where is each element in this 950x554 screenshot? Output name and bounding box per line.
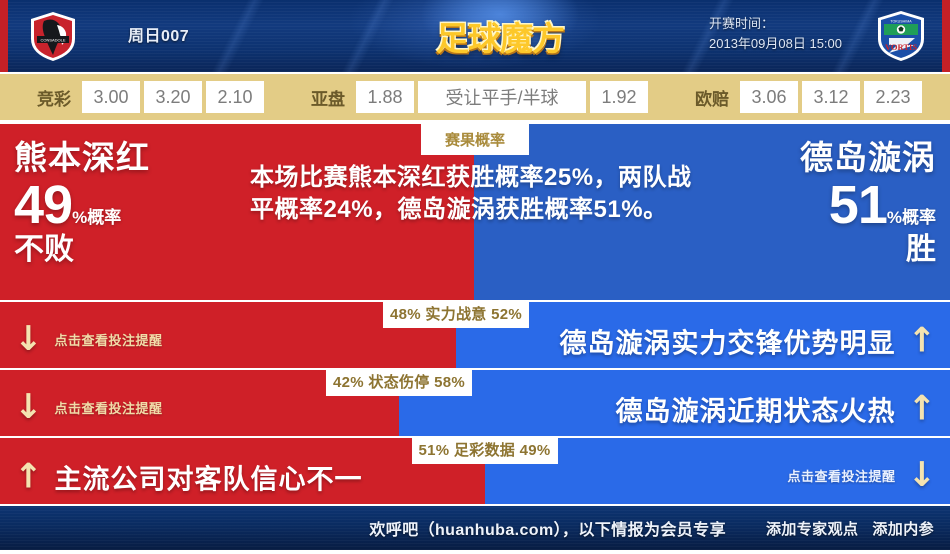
kickoff-label: 开赛时间： xyxy=(709,16,775,31)
odds-cell-jingcai-2[interactable]: 3.20 xyxy=(144,81,202,113)
away-percent-value: 51 xyxy=(828,174,888,235)
match-header: CONSADOLE 周日007 足球魔方 开赛时间： 2013年09月08日 1… xyxy=(0,0,950,72)
odds-cell-yapan-1[interactable]: 1.88 xyxy=(356,81,414,113)
home-percent-line: 49%概率 xyxy=(14,178,222,232)
comparison-rows: 48% 实力战意 52% ↓ 点击查看投注提醒 德岛漩涡实力交锋优势明显 ↑ 4… xyxy=(0,300,950,504)
odds-group-label-yapan: 亚盘 xyxy=(311,89,345,109)
svg-text:CONSADOLE: CONSADOLE xyxy=(40,38,65,43)
arrow-up-icon: ↑ xyxy=(14,456,43,497)
odds-cell-oupei-3[interactable]: 2.23 xyxy=(864,81,922,113)
row-right-content: 德岛漩涡近期状态火热 ↑ xyxy=(616,390,937,429)
add-inside-info-link[interactable]: 添加内参 xyxy=(872,520,934,538)
odds-group-label-jingcai: 竞彩 xyxy=(37,89,71,109)
probability-tab[interactable]: 赛果概率 xyxy=(420,124,530,155)
table-row[interactable]: 51% 足彩数据 49% ↑ 主流公司对客队信心不一 点击查看投注提醒 ↓ xyxy=(0,436,950,504)
away-team-name: 德岛漩涡 xyxy=(800,139,936,176)
home-verdict: 不败 xyxy=(14,232,74,266)
odds-cell-jingcai-1[interactable]: 3.00 xyxy=(82,81,140,113)
row-bar-blue xyxy=(456,302,950,368)
away-percent-line: 51%概率 xyxy=(728,178,936,232)
row-verdict-text: 主流公司对客队信心不一 xyxy=(54,464,363,495)
betting-hint-label[interactable]: 点击查看投注提醒 xyxy=(54,400,163,416)
row-chip-right-pct: 49% xyxy=(519,442,551,459)
brand-text: 足球魔方 xyxy=(436,19,565,58)
table-row[interactable]: 48% 实力战意 52% ↓ 点击查看投注提醒 德岛漩涡实力交锋优势明显 ↑ xyxy=(0,300,950,368)
row-chip: 51% 足彩数据 49% xyxy=(411,436,558,464)
svg-text:VORTIS: VORTIS xyxy=(885,42,917,52)
add-expert-opinion-link[interactable]: 添加专家观点 xyxy=(765,520,859,538)
row-chip-left-pct: 42% xyxy=(332,374,364,391)
kickoff-value: 2013年09月08日 15:00 xyxy=(709,36,842,52)
row-chip-right-pct: 58% xyxy=(434,374,466,391)
away-probability-inner: 德岛漩涡 51%概率 胜 xyxy=(714,140,950,266)
row-chip-label: 状态伤停 xyxy=(368,374,430,391)
footer-notice: 欢呼吧（huanhuba.com），以下情报为会员专享 xyxy=(369,522,726,539)
odds-cell-yapan-handicap[interactable]: 受让平手/半球 xyxy=(418,81,586,113)
match-number: 周日007 xyxy=(128,28,190,45)
header-left-edge xyxy=(0,0,8,72)
row-chip: 42% 状态伤停 58% xyxy=(325,368,473,396)
odds-cell-oupei-1[interactable]: 3.06 xyxy=(740,81,798,113)
odds-bar: 竞彩 3.00 3.20 2.10 亚盘 1.88 受让平手/半球 1.92 欧… xyxy=(0,72,950,122)
home-team-name: 熊本深红 xyxy=(14,139,150,176)
row-chip-left-pct: 51% xyxy=(418,442,450,459)
footer-bar: 欢呼吧（huanhuba.com），以下情报为会员专享 添加专家观点 添加内参 xyxy=(0,504,950,550)
odds-group-jingcai: 竞彩 3.00 3.20 2.10 xyxy=(28,81,266,113)
probability-summary-block: 赛果概率 本场比赛熊本深红获胜概率25%，两队战平概率24%，德岛漩涡获胜概率5… xyxy=(236,122,714,300)
row-bar-red xyxy=(0,438,485,504)
table-row[interactable]: 42% 状态伤停 58% ↓ 点击查看投注提醒 德岛漩涡近期状态火热 ↑ xyxy=(0,368,950,436)
odds-cell-oupei-2[interactable]: 3.12 xyxy=(802,81,860,113)
home-percent-suffix: %概率 xyxy=(72,207,122,227)
probability-panel: 熊本深红 49%概率 不败 赛果概率 本场比赛熊本深红获胜概率25%，两队战平概… xyxy=(0,122,950,300)
home-percent-value: 49 xyxy=(14,174,73,235)
arrow-down-icon: ↓ xyxy=(14,318,43,359)
row-left-content: ↑ 主流公司对客队信心不一 xyxy=(14,458,363,497)
odds-cell-yapan-2[interactable]: 1.92 xyxy=(590,81,648,113)
kickoff-time: 开赛时间： 2013年09月08日 15:00 xyxy=(709,14,842,54)
row-bar-blue xyxy=(399,370,950,436)
odds-group-label-oupei: 欧赔 xyxy=(695,89,729,109)
away-percent-suffix: %概率 xyxy=(886,207,936,227)
site-brand-logo: 足球魔方 xyxy=(400,0,600,72)
arrow-up-icon: ↑ xyxy=(907,388,937,429)
home-probability-inner: 熊本深红 49%概率 不败 xyxy=(0,140,236,266)
row-right-content[interactable]: 点击查看投注提醒 ↓ xyxy=(787,454,937,495)
arrow-down-icon: ↓ xyxy=(907,454,937,495)
arrow-down-icon: ↓ xyxy=(14,386,43,427)
row-bar-blue xyxy=(484,438,950,504)
row-right-content: 德岛漩涡实力交锋优势明显 ↑ xyxy=(560,322,937,361)
odds-group-yapan: 亚盘 1.88 受让平手/半球 1.92 xyxy=(302,81,650,113)
row-chip-label: 足彩数据 xyxy=(453,442,516,459)
betting-hint-label[interactable]: 点击查看投注提醒 xyxy=(54,332,163,348)
away-team-logo: TOKUSHIMA VORTIS xyxy=(870,6,932,66)
row-left-content[interactable]: ↓ 点击查看投注提醒 xyxy=(14,386,163,427)
away-probability-block: 德岛漩涡 51%概率 胜 xyxy=(714,122,950,300)
away-verdict: 胜 xyxy=(906,232,936,266)
home-probability-block: 熊本深红 49%概率 不败 xyxy=(0,122,236,300)
svg-text:TOKUSHIMA: TOKUSHIMA xyxy=(890,20,912,24)
row-bar-red xyxy=(0,302,456,368)
odds-group-oupei: 欧赔 3.06 3.12 2.23 xyxy=(686,81,924,113)
home-team-logo: CONSADOLE xyxy=(22,6,84,66)
header-right-edge xyxy=(942,0,950,72)
probability-summary-text: 本场比赛熊本深红获胜概率25%，两队战平概率24%，德岛漩涡获胜概率51%。 xyxy=(250,164,692,223)
row-left-content[interactable]: ↓ 点击查看投注提醒 xyxy=(14,318,163,359)
row-chip-label: 实力战意 xyxy=(425,306,487,323)
arrow-up-icon: ↑ xyxy=(907,320,937,361)
row-chip-left-pct: 48% xyxy=(389,306,421,323)
row-chip: 48% 实力战意 52% xyxy=(382,300,530,328)
row-verdict-text: 德岛漩涡近期状态火热 xyxy=(615,396,896,427)
row-verdict-text: 德岛漩涡实力交锋优势明显 xyxy=(559,328,896,359)
row-chip-right-pct: 52% xyxy=(491,306,523,323)
betting-hint-label[interactable]: 点击查看投注提醒 xyxy=(787,468,896,484)
odds-cell-jingcai-3[interactable]: 2.10 xyxy=(206,81,264,113)
